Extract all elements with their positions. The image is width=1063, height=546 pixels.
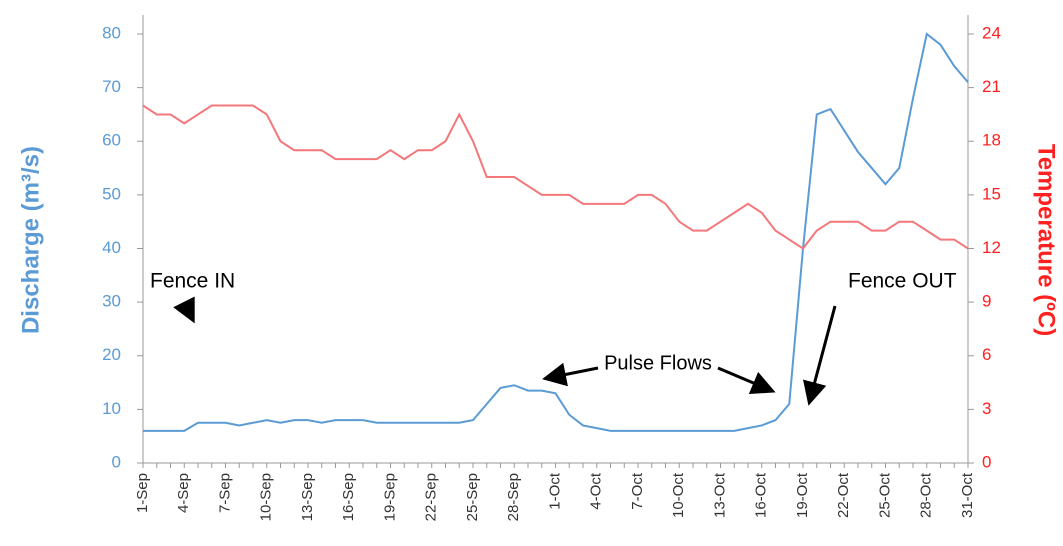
y2-tick-label: 24: [982, 23, 1001, 42]
y-tick-label: 80: [102, 23, 121, 42]
x-tick-label: 28-Oct: [918, 472, 935, 518]
y2-tick-label: 12: [982, 238, 1001, 257]
y-tick-label: 60: [102, 131, 121, 150]
x-tick-label: 1-Oct: [546, 472, 563, 510]
x-tick-label: 25-Sep: [464, 473, 481, 521]
y-tick-label: 40: [102, 238, 121, 257]
x-tick-label: 28-Sep: [505, 473, 522, 521]
x-tick-label: 7-Sep: [216, 473, 233, 513]
y2-tick-label: 0: [982, 452, 991, 471]
x-tick-label: 22-Oct: [835, 472, 852, 518]
x-tick-label: 16-Sep: [340, 473, 357, 521]
y2-tick-label: 21: [982, 77, 1001, 96]
x-tick-label: 25-Oct: [876, 472, 893, 518]
y-tick-label: 70: [102, 77, 121, 96]
y2-tick-label: 15: [982, 184, 1001, 203]
y2-tick-label: 9: [982, 292, 991, 311]
x-tick-label: 13-Sep: [299, 473, 316, 521]
y2-tick-label: 3: [982, 399, 991, 418]
y2-tick-label: 6: [982, 345, 991, 364]
y-tick-label: 0: [112, 452, 121, 471]
x-tick-label: 22-Sep: [423, 473, 440, 521]
x-tick-label: 7-Oct: [629, 472, 646, 510]
annotation: Fence IN: [150, 270, 235, 293]
x-tick-label: 16-Oct: [753, 472, 770, 518]
y-axis-title: Discharge (m³/s): [17, 146, 44, 334]
x-tick-label: 13-Oct: [711, 472, 728, 518]
y-tick-label: 30: [102, 292, 121, 311]
x-tick-label: 4-Sep: [175, 473, 192, 513]
line-series: [143, 32, 969, 432]
y2-axis-title: Temperature (ºC): [1033, 144, 1060, 336]
y-tick-label: 50: [102, 184, 121, 203]
x-tick-label: 4-Oct: [588, 472, 605, 510]
x-tick-label: 10-Oct: [670, 472, 687, 518]
x-tick-label: 19-Oct: [794, 472, 811, 518]
x-tick-label: 1-Sep: [134, 473, 151, 513]
x-tick-label: 31-Oct: [959, 472, 976, 518]
y-tick-label: 20: [102, 345, 121, 364]
y2-tick-label: 18: [982, 131, 1001, 150]
annotation: Fence OUT: [848, 270, 957, 293]
x-tick-label: 10-Sep: [258, 473, 275, 521]
annotation: Pulse Flows: [604, 352, 712, 374]
x-tick-label: 19-Sep: [381, 473, 398, 521]
line-series: [142, 104, 969, 250]
y-tick-label: 10: [102, 399, 121, 418]
arrows: [173, 296, 837, 406]
